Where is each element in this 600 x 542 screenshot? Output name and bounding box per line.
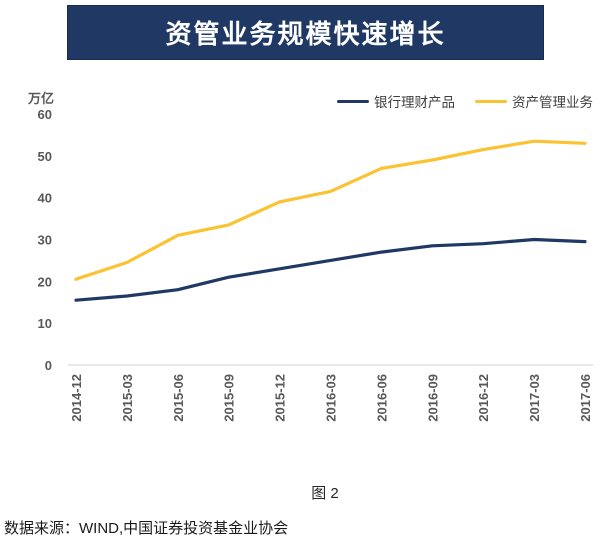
legend-swatch-bank-wmp <box>337 99 369 103</box>
y-tick-label: 30 <box>38 233 52 248</box>
x-tick-label: 2015-12 <box>273 374 288 422</box>
chart-title-banner: 资管业务规模快速增长 <box>67 5 544 60</box>
line-chart: 0 10 20 30 40 50 60 2014-12 2015-03 2015-06 2015-0… <box>38 107 593 422</box>
x-tick-label: 2015-09 <box>222 374 237 422</box>
figure-caption: 图 2 <box>311 485 339 502</box>
y-tick-label: 40 <box>38 191 52 206</box>
x-tick-label: 2016-06 <box>374 374 389 422</box>
y-tick-label: 60 <box>38 107 52 122</box>
legend-item-asset-mgmt: 资产管理业务 <box>475 91 593 111</box>
series-line-0 <box>74 237 587 302</box>
x-tick-label: 2014-12 <box>69 374 84 422</box>
x-tick-label: 2016-03 <box>324 374 339 422</box>
legend-label-bank-wmp: 银行理财产品 <box>374 95 455 110</box>
x-tick-label: 2017-06 <box>578 374 593 422</box>
legend-swatch-asset-mgmt <box>475 99 507 103</box>
chart-legend: 银行理财产品 资产管理业务 <box>337 91 593 111</box>
x-tick-label: 2017-03 <box>527 374 542 422</box>
series-line-1 <box>74 139 587 281</box>
chart-title: 资管业务规模快速增长 <box>165 19 446 49</box>
y-tick-label: 20 <box>38 274 52 289</box>
y-tick-label: 0 <box>45 358 52 373</box>
x-tick-label: 2016-12 <box>476 374 491 422</box>
data-source-note: 数据来源：WIND,中国证券投资基金业协会 <box>4 520 289 537</box>
x-tick-label: 2015-03 <box>120 374 135 422</box>
legend-item-bank-wmp: 银行理财产品 <box>337 91 455 111</box>
y-axis-unit-label: 万亿 <box>28 91 55 106</box>
x-tick-label: 2015-06 <box>171 374 186 422</box>
x-tick-label: 2016-09 <box>425 374 440 422</box>
y-tick-label: 10 <box>38 316 52 331</box>
legend-label-asset-mgmt: 资产管理业务 <box>512 95 593 110</box>
y-tick-label: 50 <box>38 149 52 164</box>
